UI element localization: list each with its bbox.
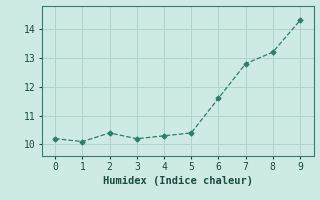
X-axis label: Humidex (Indice chaleur): Humidex (Indice chaleur) (103, 176, 252, 186)
